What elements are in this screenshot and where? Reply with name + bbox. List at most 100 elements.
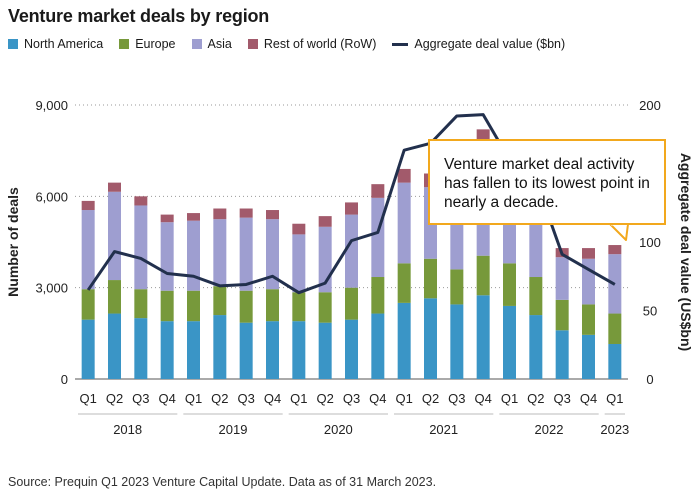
legend-item-aggregate-deal-value: Aggregate deal value ($bn): [392, 37, 565, 51]
bar-europe: [239, 290, 253, 323]
y2-tick-label: 0: [646, 372, 653, 387]
bar-asia: [529, 208, 543, 278]
y2-tick-label: 200: [639, 98, 661, 113]
bar-north-america: [608, 343, 622, 379]
bar-north-america: [213, 315, 227, 379]
legend-swatch-asia: [191, 39, 202, 49]
x-tick-label: Q4: [369, 391, 386, 406]
bar-rest-of-world-row: [292, 223, 306, 235]
bar-asia: [239, 217, 253, 291]
bar-europe: [134, 289, 148, 319]
bar-europe: [424, 258, 437, 299]
bar-europe: [397, 263, 411, 303]
y-tick-label: 3,000: [35, 281, 68, 296]
bar-europe: [160, 290, 174, 322]
bar-asia: [555, 257, 569, 300]
bar-rest-of-world-row: [608, 245, 622, 255]
bar-north-america: [503, 305, 516, 379]
bar-north-america: [108, 313, 121, 379]
legend-swatch-europe: [119, 39, 130, 49]
year-label: 2019: [219, 422, 248, 437]
legend-label-asia: Asia: [207, 37, 232, 51]
bar-north-america: [397, 302, 411, 379]
bar-asia: [292, 234, 306, 293]
y-tick-label: 0: [61, 372, 68, 387]
x-tick-label: Q1: [606, 391, 623, 406]
bar-rest-of-world-row: [134, 196, 148, 206]
bar-asia: [81, 210, 95, 290]
bar-rest-of-world-row: [371, 184, 385, 198]
bar-europe: [555, 299, 569, 331]
bar-europe: [292, 292, 306, 322]
year-label: 2023: [600, 422, 629, 437]
bar-north-america: [239, 322, 253, 379]
bar-europe: [81, 289, 95, 320]
bar-rest-of-world-row: [213, 208, 227, 220]
legend-label-aggregate-deal-value: Aggregate deal value ($bn): [414, 37, 566, 51]
x-tick-label: Q1: [185, 391, 202, 406]
x-tick-label: Q3: [343, 391, 360, 406]
bar-north-america: [266, 321, 279, 379]
legend-label-north-america: North America: [24, 37, 104, 51]
bar-rest-of-world-row: [266, 210, 279, 220]
x-tick-label: Q3: [553, 391, 570, 406]
bar-europe: [608, 313, 622, 344]
bar-north-america: [529, 315, 543, 379]
legend-label-rest-of-world: Rest of world (RoW): [263, 37, 377, 51]
bar-europe: [476, 255, 490, 296]
y2-tick-label: 100: [639, 235, 661, 250]
x-tick-label: Q1: [501, 391, 518, 406]
legend-item-europe: Europe: [119, 37, 176, 51]
bar-north-america: [555, 330, 569, 379]
x-tick-label: Q3: [448, 391, 465, 406]
bar-north-america: [134, 318, 148, 379]
x-tick-label: Q1: [395, 391, 412, 406]
bar-europe: [529, 277, 543, 316]
year-label: 2018: [113, 422, 142, 437]
bar-europe: [450, 269, 464, 305]
bar-north-america: [345, 319, 358, 379]
legend: North America Europe Asia Rest of world …: [8, 37, 581, 51]
bar-europe: [345, 287, 358, 320]
bar-asia: [397, 182, 411, 264]
bar-asia: [108, 191, 121, 281]
bar-asia: [266, 219, 279, 290]
bar-north-america: [187, 321, 200, 379]
bar-asia: [187, 220, 200, 291]
bar-rest-of-world-row: [582, 248, 595, 259]
callout-text: Venture market deal activity has fallen …: [444, 156, 650, 211]
bar-asia: [160, 222, 174, 291]
legend-label-europe: Europe: [135, 37, 176, 51]
x-tick-label: Q4: [264, 391, 281, 406]
bar-europe: [371, 277, 385, 314]
bar-north-america: [292, 321, 306, 379]
x-tick-label: Q2: [316, 391, 333, 406]
bar-north-america: [424, 298, 437, 379]
callout-box: Venture market deal activity has fallen …: [428, 139, 666, 225]
bar-rest-of-world-row: [108, 182, 121, 192]
bar-europe: [213, 286, 227, 316]
legend-item-rest-of-world: Rest of world (RoW): [247, 37, 377, 51]
x-tick-label: Q2: [211, 391, 228, 406]
x-tick-label: Q2: [106, 391, 123, 406]
y2-axis-title: Aggregate deal value (US$bn): [678, 153, 694, 351]
bar-rest-of-world-row: [81, 200, 95, 211]
x-tick-label: Q4: [474, 391, 491, 406]
bar-north-america: [476, 295, 490, 379]
year-label: 2020: [324, 422, 353, 437]
source-note: Source: Prequin Q1 2023 Venture Capital …: [8, 475, 437, 489]
x-tick-label: Q3: [237, 391, 254, 406]
bar-rest-of-world-row: [187, 213, 200, 221]
bar-europe: [318, 292, 332, 323]
y-tick-label: 9,000: [35, 98, 68, 113]
bar-europe: [582, 304, 595, 335]
bar-north-america: [160, 321, 174, 379]
bar-rest-of-world-row: [318, 216, 332, 227]
legend-swatch-rest-of-world: [247, 39, 258, 49]
bar-asia: [134, 205, 148, 290]
chart-title: Venture market deals by region: [8, 6, 270, 26]
y-tick-label: 6,000: [35, 189, 68, 204]
bar-north-america: [450, 304, 464, 379]
y-axis-title: Number of deals: [5, 187, 21, 297]
bar-rest-of-world-row: [239, 208, 253, 218]
